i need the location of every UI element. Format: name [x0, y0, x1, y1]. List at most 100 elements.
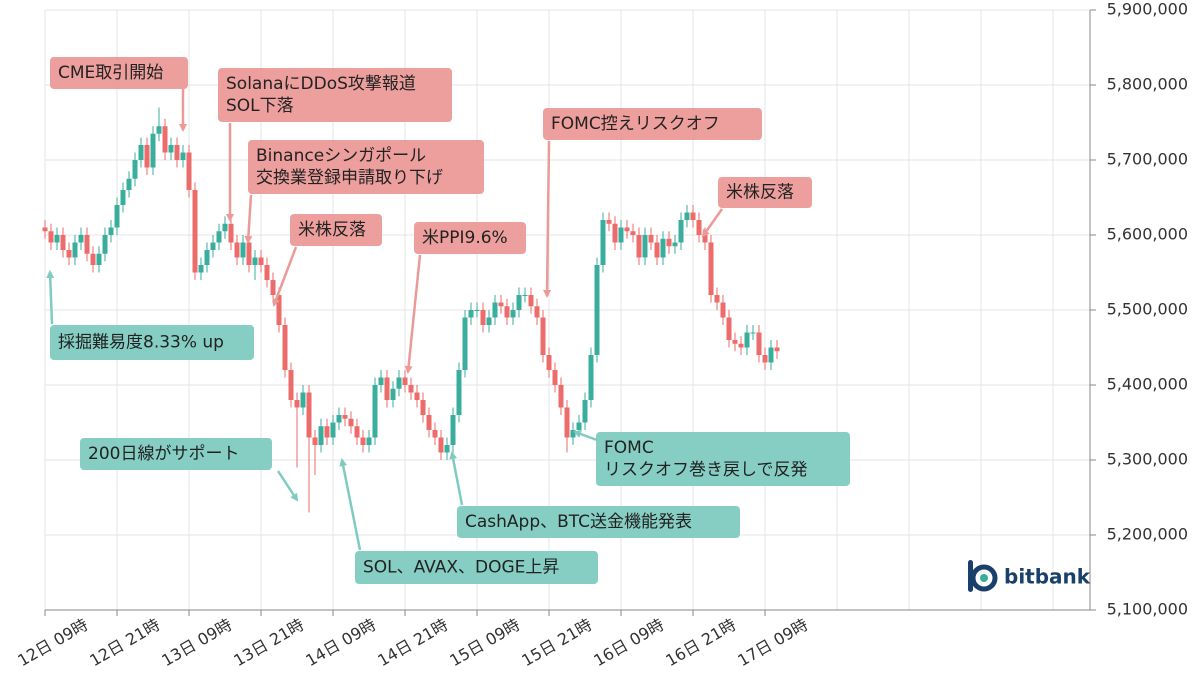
candle-body: [660, 238, 666, 258]
x-tick-label: 16日 21時: [662, 615, 739, 670]
candle-body: [96, 253, 102, 265]
candle-body: [438, 437, 444, 453]
x-tick-label: 14日 21時: [374, 615, 451, 670]
candle-body: [240, 242, 246, 258]
candle-body: [462, 317, 468, 370]
candle-body: [414, 392, 420, 400]
annotation: 採掘難易度8.33% up: [46, 270, 254, 360]
candle-body: [216, 231, 222, 243]
candle-body: [318, 426, 324, 445]
candle-body: [288, 370, 294, 400]
candle-body: [390, 388, 396, 400]
annotation-arrow: [543, 140, 552, 298]
candle-body: [306, 392, 312, 438]
annotation-box: [596, 432, 850, 486]
candle-body: [678, 220, 684, 243]
x-tick-label: 13日 21時: [230, 615, 307, 670]
candle-body: [348, 418, 354, 427]
candle-body: [144, 145, 150, 168]
candle-body: [276, 295, 282, 325]
candle-body: [756, 332, 762, 355]
candle-body: [768, 347, 774, 363]
candle-body: [726, 317, 732, 340]
candle-body: [312, 437, 318, 445]
annotation-box: [355, 551, 598, 584]
y-tick-label: 5,100,000: [1107, 600, 1188, 619]
candle-body: [132, 160, 138, 179]
candle-body: [720, 302, 726, 318]
candle-body: [330, 422, 336, 438]
candle-body: [636, 235, 642, 258]
candle-body: [552, 370, 558, 385]
candle-body: [750, 332, 756, 334]
x-tick-label: 15日 09時: [446, 615, 523, 670]
candle-body: [186, 152, 192, 190]
annotation-text: 米株反落: [726, 183, 794, 203]
candle-body: [366, 437, 372, 445]
candle-body: [114, 205, 120, 228]
annotation-box: [50, 57, 188, 89]
annotation-text: FOMC: [604, 438, 654, 458]
candle-body: [582, 400, 588, 423]
candle-body: [294, 400, 300, 408]
candle-body: [228, 223, 234, 243]
x-tick-label: 13日 09時: [158, 615, 235, 670]
candle-body: [738, 343, 744, 348]
candle-body: [174, 145, 180, 160]
candle-body: [534, 306, 540, 318]
candle-body: [384, 377, 390, 400]
candle-body: [156, 126, 162, 134]
annotation-text: 交換業登録申請取り下げ: [256, 168, 443, 188]
annotation-box: [457, 506, 740, 538]
candle-body: [396, 377, 402, 389]
annotation-box: [50, 325, 254, 360]
candle-body: [372, 385, 378, 438]
annotation: CashApp、BTC送金機能発表: [449, 451, 740, 538]
candle-body: [432, 430, 438, 438]
y-tick-label: 5,400,000: [1107, 375, 1188, 394]
annotation: CME取引開始: [50, 57, 188, 132]
x-tick-label: 14日 09時: [302, 615, 379, 670]
annotation-arrow: [272, 246, 298, 307]
candle-body: [270, 280, 276, 295]
candle-body: [510, 310, 516, 318]
candle-body: [246, 242, 252, 265]
x-tick-label: 15日 21時: [518, 615, 595, 670]
annotation-text: FOMC控えリスクオフ: [551, 114, 720, 134]
candle-body: [732, 340, 738, 344]
candle-body: [606, 220, 612, 224]
candle-body: [408, 385, 414, 393]
candle-body: [450, 415, 456, 445]
candle-body: [264, 265, 270, 280]
annotation-arrow: [46, 270, 55, 325]
candle-body: [222, 223, 228, 232]
candle-body: [198, 265, 204, 273]
annotation-text: 米株反落: [298, 220, 366, 240]
annotation-text: リスクオフ巻き戻しで反発: [604, 460, 808, 480]
candle-body: [426, 415, 432, 430]
candle-body: [504, 306, 510, 318]
candle-body: [480, 310, 486, 325]
y-tick-label: 5,300,000: [1107, 450, 1188, 469]
annotation-arrow: [573, 430, 598, 442]
candle-body: [630, 231, 636, 235]
candle-body: [654, 242, 660, 258]
candle-body: [690, 212, 696, 220]
candle-body: [576, 422, 582, 430]
candle-body: [78, 235, 84, 243]
annotation: 米株反落: [701, 177, 812, 238]
logo-icon: [968, 560, 973, 592]
candle-body: [456, 370, 462, 415]
candle-body: [324, 426, 330, 438]
candle-body: [42, 227, 48, 232]
annotation-box: [414, 222, 526, 254]
candle-body: [498, 302, 504, 307]
annotation-arrow: [701, 208, 724, 238]
candle-body: [102, 235, 108, 254]
y-tick-label: 5,800,000: [1107, 75, 1188, 94]
x-tick-label: 17日 09時: [734, 615, 811, 670]
candle-body: [444, 445, 450, 453]
y-tick-label: 5,200,000: [1107, 525, 1188, 544]
